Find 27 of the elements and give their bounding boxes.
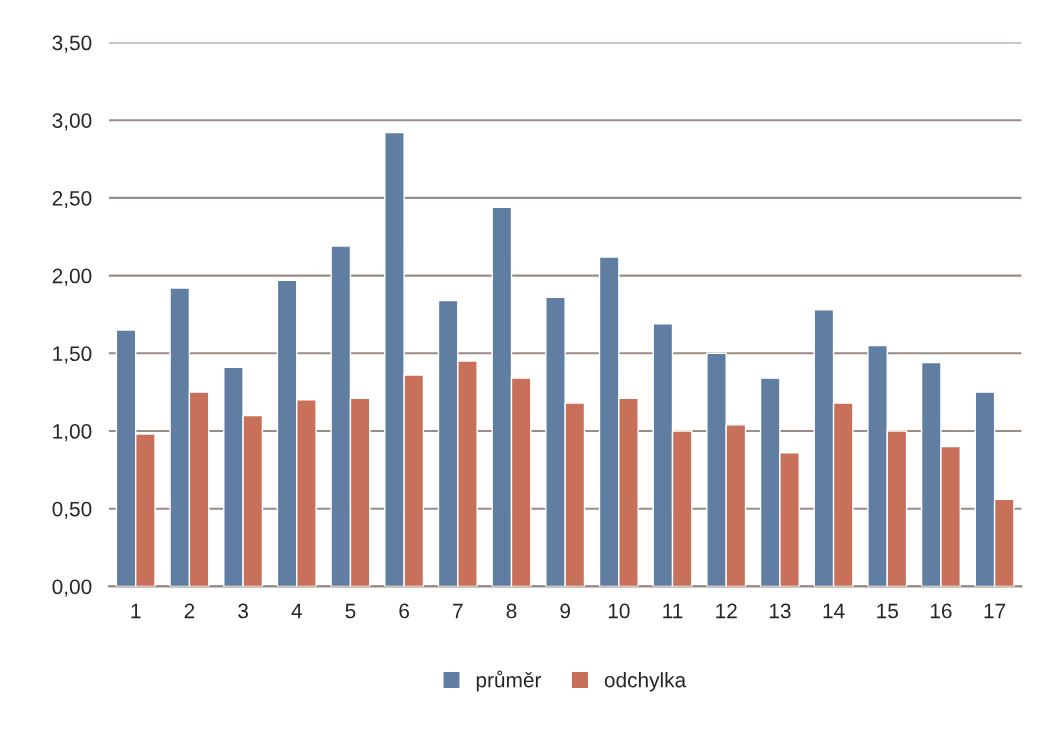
x-tick-label: 11	[663, 603, 683, 619]
x-tick-label: 10	[608, 603, 630, 619]
y-tick-label: 3,00	[52, 113, 92, 131]
x-tick-label: 1	[131, 603, 141, 619]
y-tick-label: 0,00	[52, 579, 92, 597]
y-tick-label: 3,50	[52, 35, 92, 53]
y-tick-label: 0,50	[52, 501, 92, 519]
x-tick-label: 4	[291, 603, 302, 619]
x-tick-label: 3	[238, 603, 248, 619]
y-tick-label: 2,50	[52, 190, 92, 209]
x-tick-label: 5	[345, 603, 356, 619]
legend-label: odchylka	[604, 672, 687, 692]
x-tick-label: 13	[769, 603, 791, 619]
x-tick-label: 14	[823, 603, 845, 619]
legend-label: průměr	[476, 670, 542, 692]
y-tick-label: 2,00	[52, 268, 92, 286]
x-tick-label: 17	[984, 603, 1006, 619]
y-tick-label: 1,00	[53, 424, 92, 442]
y-tick-label: 1,50	[53, 346, 92, 364]
x-tick-label: 15	[877, 603, 898, 619]
x-tick-label: 6	[399, 603, 409, 619]
x-tick-label: 2	[184, 603, 195, 619]
x-tick-label: 16	[930, 603, 952, 619]
x-tick-label: 7	[453, 603, 463, 619]
x-tick-label: 8	[506, 603, 517, 619]
x-tick-label: 12	[716, 603, 737, 619]
x-tick-label: 9	[560, 603, 570, 619]
